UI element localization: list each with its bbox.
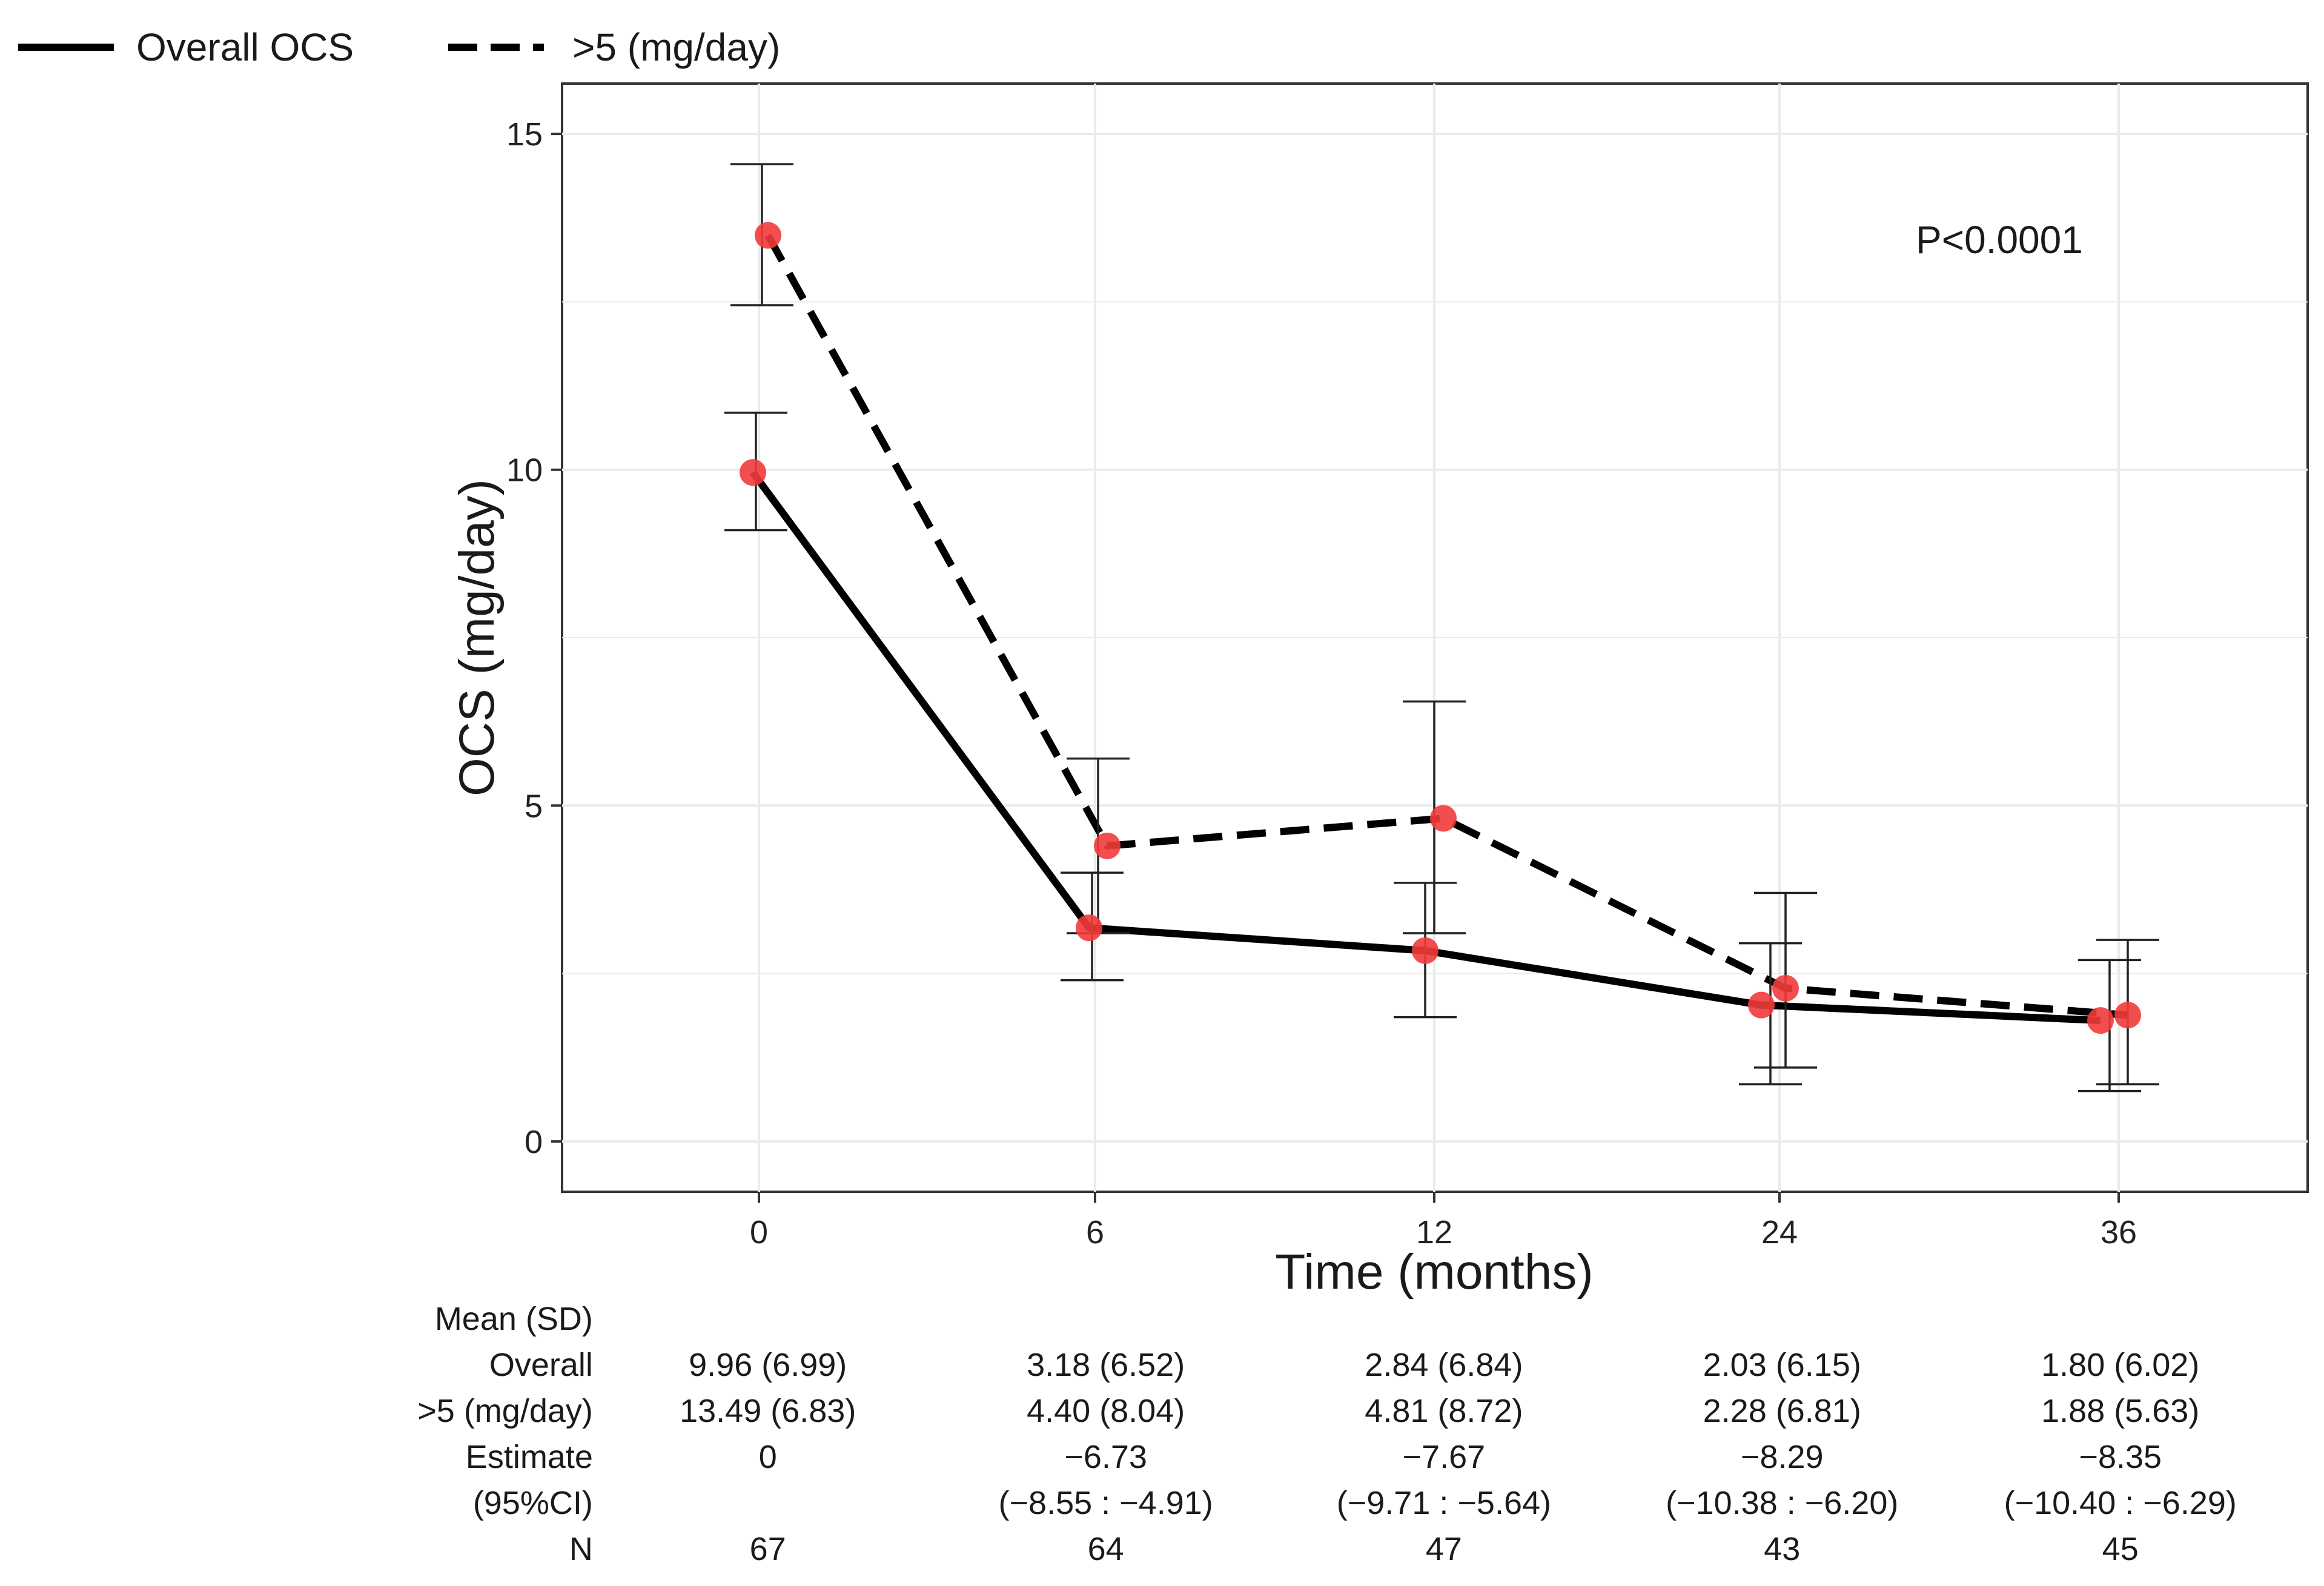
table-cell: (−9.71 : −5.64) [1336, 1485, 1551, 1521]
table-cell: 67 [749, 1531, 786, 1567]
summary-table: Mean (SD) Overall 9.96 (6.99) 3.18 (6.52) 2… [339, 1296, 2289, 1572]
x-axis: 0 6 12 24 36 [750, 1192, 2137, 1251]
table-cell: 9.96 (6.99) [689, 1347, 847, 1383]
table-cell: 13.49 (6.83) [680, 1393, 856, 1429]
data-point-gt5-mg-day [1772, 974, 1799, 1002]
table-row: Overall 9.96 (6.99) 3.18 (6.52) 2.84 (6.84)… [339, 1342, 2289, 1388]
x-tick-label: 24 [1761, 1214, 1798, 1251]
table-cell: 45 [2102, 1531, 2139, 1567]
table-row: >5 (mg/day) 13.49 (6.83) 4.40 (8.04) 4.81 (… [339, 1388, 2289, 1434]
table-cell: 4.81 (8.72) [1365, 1393, 1523, 1429]
x-tick-label: 6 [1086, 1214, 1104, 1251]
table-row-label: Overall [489, 1347, 593, 1383]
table-cell: 2.84 (6.84) [1365, 1347, 1523, 1383]
data-point-gt5-mg-day [1430, 805, 1457, 832]
table-cell: 4.40 (8.04) [1027, 1393, 1185, 1429]
data-points [740, 222, 2141, 1034]
data-point-gt5-mg-day [1094, 832, 1121, 859]
table-row-label: Estimate [465, 1439, 593, 1475]
table-cell: −7.67 [1402, 1439, 1486, 1475]
x-tick-label: 36 [2101, 1214, 2137, 1251]
p-value-annotation: P<0.0001 [1916, 218, 2083, 262]
table-cell: 43 [1764, 1531, 1801, 1567]
table-row: N 67 64 47 43 45 [339, 1526, 2289, 1572]
y-tick-label: 0 [525, 1124, 543, 1160]
y-axis-title: OCS (mg/day) [449, 479, 505, 796]
x-tick-label: 0 [750, 1214, 768, 1251]
table-cell: (−8.55 : −4.91) [998, 1485, 1213, 1521]
data-point-overall-ocs [1076, 914, 1102, 942]
table-cell: (−10.40 : −6.29) [2004, 1485, 2237, 1521]
table-cell: −6.73 [1064, 1439, 1147, 1475]
table-cell: −8.29 [1740, 1439, 1824, 1475]
series-line-gt5-mg-day [764, 233, 2128, 1019]
y-tick-label: 10 [506, 452, 543, 489]
table-row-label: (95%CI) [472, 1485, 593, 1521]
table-cell [599, 1480, 937, 1526]
data-point-gt5-mg-day [755, 222, 781, 249]
data-point-gt5-mg-day [2114, 1002, 2141, 1029]
table-cell: 1.88 (5.63) [2041, 1393, 2200, 1429]
table-row-label: N [569, 1531, 593, 1567]
data-point-overall-ocs [1412, 937, 1438, 964]
table-cell: 2.28 (6.81) [1703, 1393, 1861, 1429]
table-cell: 2.03 (6.15) [1703, 1347, 1861, 1383]
y-axis: 0 5 10 15 [506, 116, 562, 1160]
table-header: Mean (SD) [434, 1301, 593, 1337]
legend: Overall OCS >5 (mg/day) [18, 25, 780, 69]
table-cell: 64 [1087, 1531, 1124, 1567]
table-row: (95%CI) (−8.55 : −4.91) (−9.71 : −5.64) (−1… [339, 1480, 2289, 1526]
table-row-label: >5 (mg/day) [417, 1393, 593, 1429]
x-axis-title: Time (months) [1275, 1244, 1593, 1300]
table-row: Estimate 0 −6.73 −7.67 −8.29 −8.35 [339, 1434, 2289, 1480]
table-cell: 0 [758, 1439, 777, 1475]
legend-label-gt5-mg-day: >5 (mg/day) [572, 25, 780, 69]
table-cell: −8.35 [2079, 1439, 2162, 1475]
data-point-overall-ocs [1748, 991, 1775, 1019]
data-point-overall-ocs [740, 459, 766, 486]
table-header-row: Mean (SD) [339, 1296, 2289, 1342]
table-cell: 3.18 (6.52) [1027, 1347, 1185, 1383]
data-point-overall-ocs [2087, 1007, 2114, 1034]
y-tick-label: 15 [506, 116, 543, 153]
table-cell: 47 [1425, 1531, 1462, 1567]
y-tick-label: 5 [525, 788, 543, 824]
x-tick-label: 12 [1416, 1214, 1452, 1251]
legend-label-overall-ocs: Overall OCS [136, 25, 354, 69]
table-cell: (−10.38 : −6.20) [1666, 1485, 1899, 1521]
table-cell: 1.80 (6.02) [2041, 1347, 2200, 1383]
